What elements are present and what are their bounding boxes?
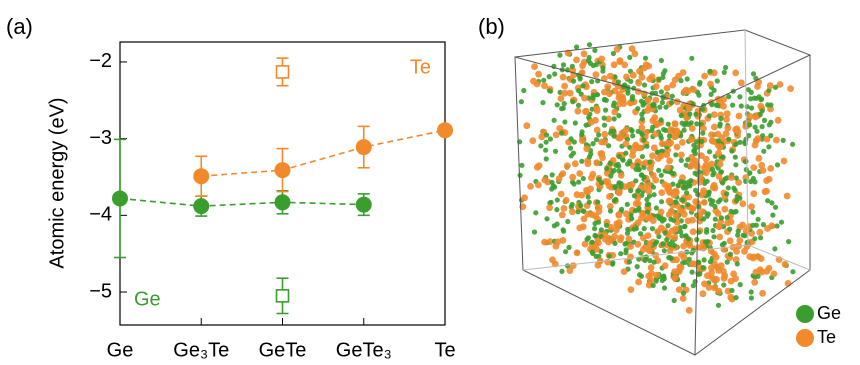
marker <box>277 66 289 78</box>
marker <box>356 139 372 155</box>
series-line <box>201 130 445 176</box>
marker <box>356 197 372 213</box>
y-tick-label: −2 <box>89 50 112 72</box>
series-line <box>120 198 364 206</box>
marker <box>275 162 291 178</box>
series-label: Ge <box>134 288 161 310</box>
series-label: Te <box>410 56 431 78</box>
legend-swatch <box>796 329 814 347</box>
legend-label: Ge <box>817 303 841 323</box>
marker <box>112 190 128 206</box>
y-tick-label: −3 <box>89 127 112 149</box>
x-tick-label: GeTe₃ <box>336 339 392 361</box>
x-tick-label: Ge₃Te <box>173 339 229 361</box>
legend-swatch <box>796 305 814 323</box>
y-axis-label: Atomic energy (eV) <box>46 97 68 268</box>
structure-render <box>517 42 796 314</box>
x-tick-label: Ge <box>107 339 134 361</box>
marker <box>277 290 289 302</box>
panel-label: (b) <box>478 14 505 39</box>
marker <box>437 122 453 138</box>
y-tick-label: −5 <box>89 280 112 302</box>
panel-label: (a) <box>6 14 33 39</box>
figure: (a) Atomic energy (eV) (b) −5 −4 −3 −2 Ge Ge₃… <box>0 0 860 365</box>
marker <box>193 168 209 184</box>
x-tick-label: GeTe <box>259 339 307 361</box>
legend-label: Te <box>817 327 836 347</box>
marker <box>275 194 291 210</box>
x-tick-label: Te <box>434 339 455 361</box>
marker <box>193 198 209 214</box>
y-tick-label: −4 <box>89 204 112 226</box>
